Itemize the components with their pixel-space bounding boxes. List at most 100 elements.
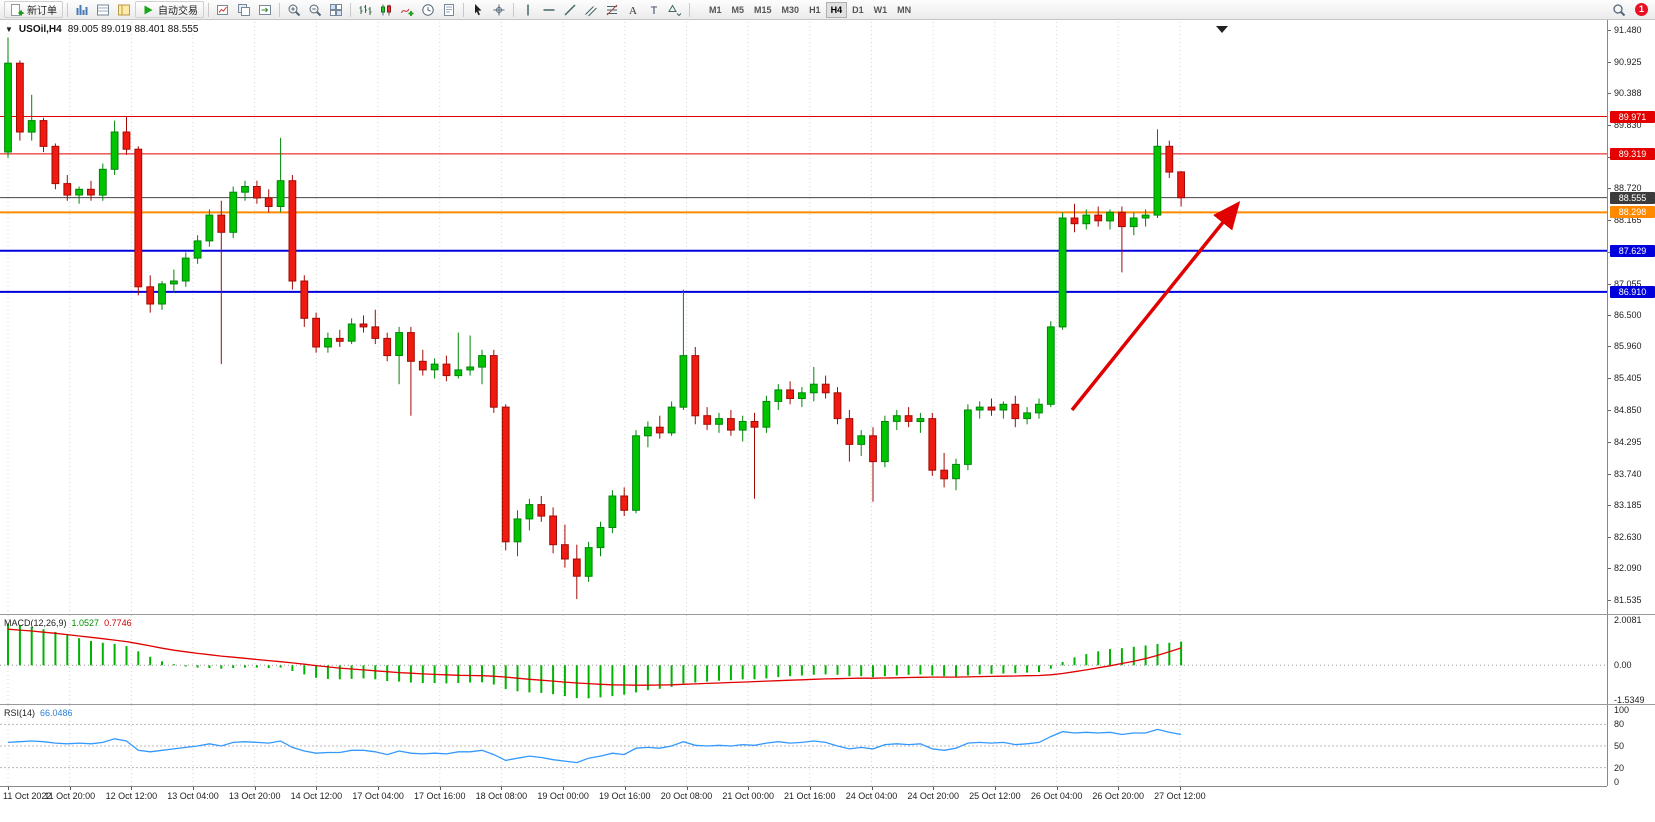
price-marker-89.971: 89.971 [1610, 110, 1655, 123]
notification-badge[interactable]: 1 [1635, 3, 1648, 16]
price-tick-mark [1608, 473, 1611, 475]
toolbar-separator [513, 2, 514, 17]
price-tick-label: 88.720 [1614, 183, 1642, 194]
autotrade-button-label: 自动交易 [158, 6, 198, 17]
search-icon [1612, 3, 1626, 17]
timeframe-d1-button[interactable]: D1 [847, 2, 869, 18]
navigator-button[interactable] [114, 1, 134, 18]
bars-icon [358, 3, 372, 17]
cursor-button[interactable] [468, 1, 488, 18]
new-order-button[interactable]: 新订单 [4, 1, 63, 18]
chart-shift-button[interactable] [255, 1, 275, 18]
price-tick-label: 90.388 [1614, 87, 1642, 98]
new-order-button-label: 新订单 [27, 6, 57, 17]
indicators-button[interactable] [397, 1, 417, 18]
macd-histogram [7, 623, 1183, 699]
time-tick-mark [1118, 787, 1120, 790]
time-tick-label: 20 Oct 08:00 [660, 791, 713, 801]
chart-shift-marker[interactable] [1216, 26, 1228, 33]
candlestick-chart[interactable] [0, 20, 1607, 614]
price-axis[interactable]: 91.48090.92590.38889.83089.27088.72088.1… [1607, 20, 1655, 787]
panel-separator[interactable] [0, 704, 1655, 705]
time-tick-mark [254, 787, 256, 790]
price-tick-mark [1608, 220, 1611, 221]
time-tick-mark [809, 787, 811, 790]
grid-lines [7, 22, 1181, 614]
timeframe-h1-button[interactable]: H1 [804, 2, 826, 18]
trendline-button[interactable] [560, 1, 580, 18]
label-icon: T [647, 3, 661, 17]
shapes-button[interactable] [665, 1, 685, 18]
toolbar-separator [67, 2, 68, 17]
crosshair-icon [492, 3, 506, 17]
new-chart-button[interactable] [213, 1, 233, 18]
timeframe-m30-button[interactable]: M30 [777, 2, 805, 18]
navigator-icon [117, 3, 131, 17]
search-button[interactable] [1609, 1, 1629, 18]
panel-separator[interactable] [0, 614, 1655, 615]
timeframe-mn-button[interactable]: MN [892, 2, 916, 18]
one-click-collapse-icon[interactable]: ▼ [5, 25, 13, 34]
rsi-panel-chart[interactable] [0, 705, 1607, 786]
timeframe-m1-button[interactable]: M1 [704, 2, 727, 18]
timeframe-m15-button[interactable]: M15 [749, 2, 777, 18]
svg-text:A: A [629, 5, 637, 17]
channel-button[interactable] [581, 1, 601, 18]
market-watch-button[interactable] [72, 1, 92, 18]
time-tick-mark [8, 787, 9, 790]
toolbar-separator [279, 2, 280, 17]
label-button[interactable]: T [644, 1, 664, 18]
candlestick-chart-button[interactable] [376, 1, 396, 18]
bar-chart-button[interactable] [355, 1, 375, 18]
timeframe-h4-button[interactable]: H4 [825, 1, 848, 18]
horizontal-line-button[interactable] [539, 1, 559, 18]
periods-button[interactable] [418, 1, 438, 18]
time-tick-label: 11 Oct 2022 [3, 791, 52, 801]
trend-arrow-annotation[interactable] [1070, 200, 1241, 412]
crosshair-button[interactable] [489, 1, 509, 18]
text-button[interactable]: A [623, 1, 643, 18]
price-tick-mark [1608, 537, 1611, 539]
time-tick-mark [1179, 787, 1181, 790]
shapes-icon [668, 3, 682, 17]
vertical-line-button[interactable] [518, 1, 538, 18]
channel-icon [584, 3, 598, 17]
price-tick-mark [1608, 315, 1611, 317]
macd-scale-label: 2.0081 [1614, 615, 1642, 625]
autotrade-button[interactable]: 自动交易 [135, 1, 204, 18]
price-tick-label: 82.630 [1614, 532, 1642, 543]
templates-button[interactable] [439, 1, 459, 18]
time-tick-label: 11 Oct 20:00 [44, 791, 96, 801]
price-tick-label: 84.850 [1614, 405, 1642, 415]
time-tick-label: 21 Oct 00:00 [722, 791, 774, 801]
time-axis[interactable]: 11 Oct 2022 11 Oct 20:00 12 Oct 12:00 13 Oc… [0, 786, 1607, 822]
fibonacci-button[interactable] [602, 1, 622, 18]
timeframe-m5-button[interactable]: M5 [727, 2, 750, 18]
time-tick-mark [439, 787, 441, 790]
price-marker-87.629: 87.629 [1610, 244, 1655, 257]
macd-scale-label: 0.00 [1614, 660, 1632, 671]
time-tick-mark [563, 787, 565, 790]
toolbar-separator [463, 2, 464, 17]
time-tick-label: 13 Oct 04:00 [167, 791, 219, 801]
price-tick-mark [1608, 188, 1611, 190]
time-tick-label: 17 Oct 16:00 [414, 791, 466, 801]
profiles-button[interactable] [234, 1, 254, 18]
price-tick-label: 82.090 [1614, 563, 1642, 574]
price-tick-label: 83.185 [1614, 500, 1642, 511]
price-tick-mark [1608, 600, 1611, 601]
price-tick-mark [1608, 156, 1611, 158]
timeframe-w1-button[interactable]: W1 [869, 2, 893, 18]
fibo-icon [605, 3, 619, 17]
shift-icon [258, 3, 272, 17]
tile-icon [329, 3, 343, 17]
data-window-button[interactable] [93, 1, 113, 18]
macd-panel-chart[interactable] [0, 615, 1607, 704]
zoom-in-button[interactable] [284, 1, 304, 18]
rsi-scale-label: 0 [1614, 777, 1620, 787]
candles-icon [379, 3, 393, 17]
tile-windows-button[interactable] [326, 1, 346, 18]
zoom-out-button[interactable] [305, 1, 325, 18]
time-tick-label: 26 Oct 20:00 [1092, 791, 1144, 801]
time-tick-label: 19 Oct 16:00 [599, 791, 651, 801]
